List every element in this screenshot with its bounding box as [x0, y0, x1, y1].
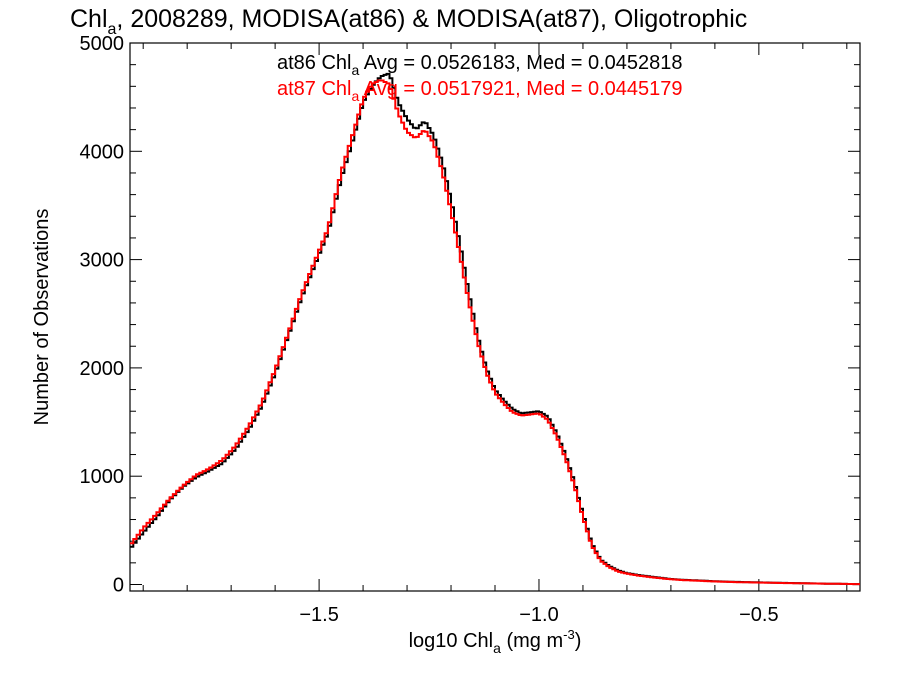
- title-part-subscript: a: [108, 21, 117, 38]
- x-axis: −1.5 −1.0 −0.5: [142, 43, 848, 626]
- title-part-rest: , 2008289, MODISA(at86) & MODISA(at87), …: [116, 5, 747, 33]
- series-line-at86: [130, 72, 860, 586]
- y-tick-label: 3000: [80, 250, 125, 272]
- y-tick-label: 5000: [80, 33, 125, 55]
- series-line-at87: [130, 79, 860, 586]
- x-axis-title: log10 Chla (mg m-3): [409, 627, 582, 656]
- title-part-main: Chl: [70, 5, 108, 33]
- y-axis: 0 1000 2000 3000 4000 5000: [80, 33, 860, 597]
- legend-entry-at87: at87 Chla Avg = 0.0517921, Med = 0.04451…: [277, 78, 683, 104]
- xlabel-subscript: a: [493, 640, 501, 656]
- chart-title: Chla, 2008289, MODISA(at86) & MODISA(at8…: [70, 5, 747, 38]
- xlabel-part-5: ): [575, 630, 582, 652]
- x-tick-label: −1.5: [299, 604, 338, 626]
- y-tick-label: 1000: [80, 466, 125, 488]
- xlabel-superscript: -3: [563, 627, 575, 642]
- y-tick-label: 0: [113, 575, 124, 597]
- y-tick-label: 4000: [80, 141, 125, 163]
- legend-at87-part-1: at87 Chl: [277, 78, 352, 100]
- x-tick-label: −0.5: [739, 604, 778, 626]
- x-tick-label: −1.0: [519, 604, 558, 626]
- legend-at86-part-1: at86 Chl: [277, 52, 352, 74]
- xlabel-part-3: (mg m: [501, 630, 563, 652]
- series-layer: [130, 72, 860, 586]
- xlabel-part-1: log10 Chl: [409, 630, 494, 652]
- legend-at86-part-3: Avg = 0.0526183, Med = 0.0452818: [359, 52, 682, 74]
- legend-at87-part-3: Avg = 0.0517921, Med = 0.0445179: [359, 78, 682, 100]
- y-axis-title: Number of Observations: [31, 209, 53, 426]
- legend-entry-at86: at86 Chla Avg = 0.0526183, Med = 0.04528…: [277, 52, 683, 78]
- y-tick-label: 2000: [80, 358, 125, 380]
- plot-frame: [129, 42, 861, 592]
- legend-at87-subscript: a: [352, 88, 360, 104]
- legend-at86-subscript: a: [352, 62, 360, 78]
